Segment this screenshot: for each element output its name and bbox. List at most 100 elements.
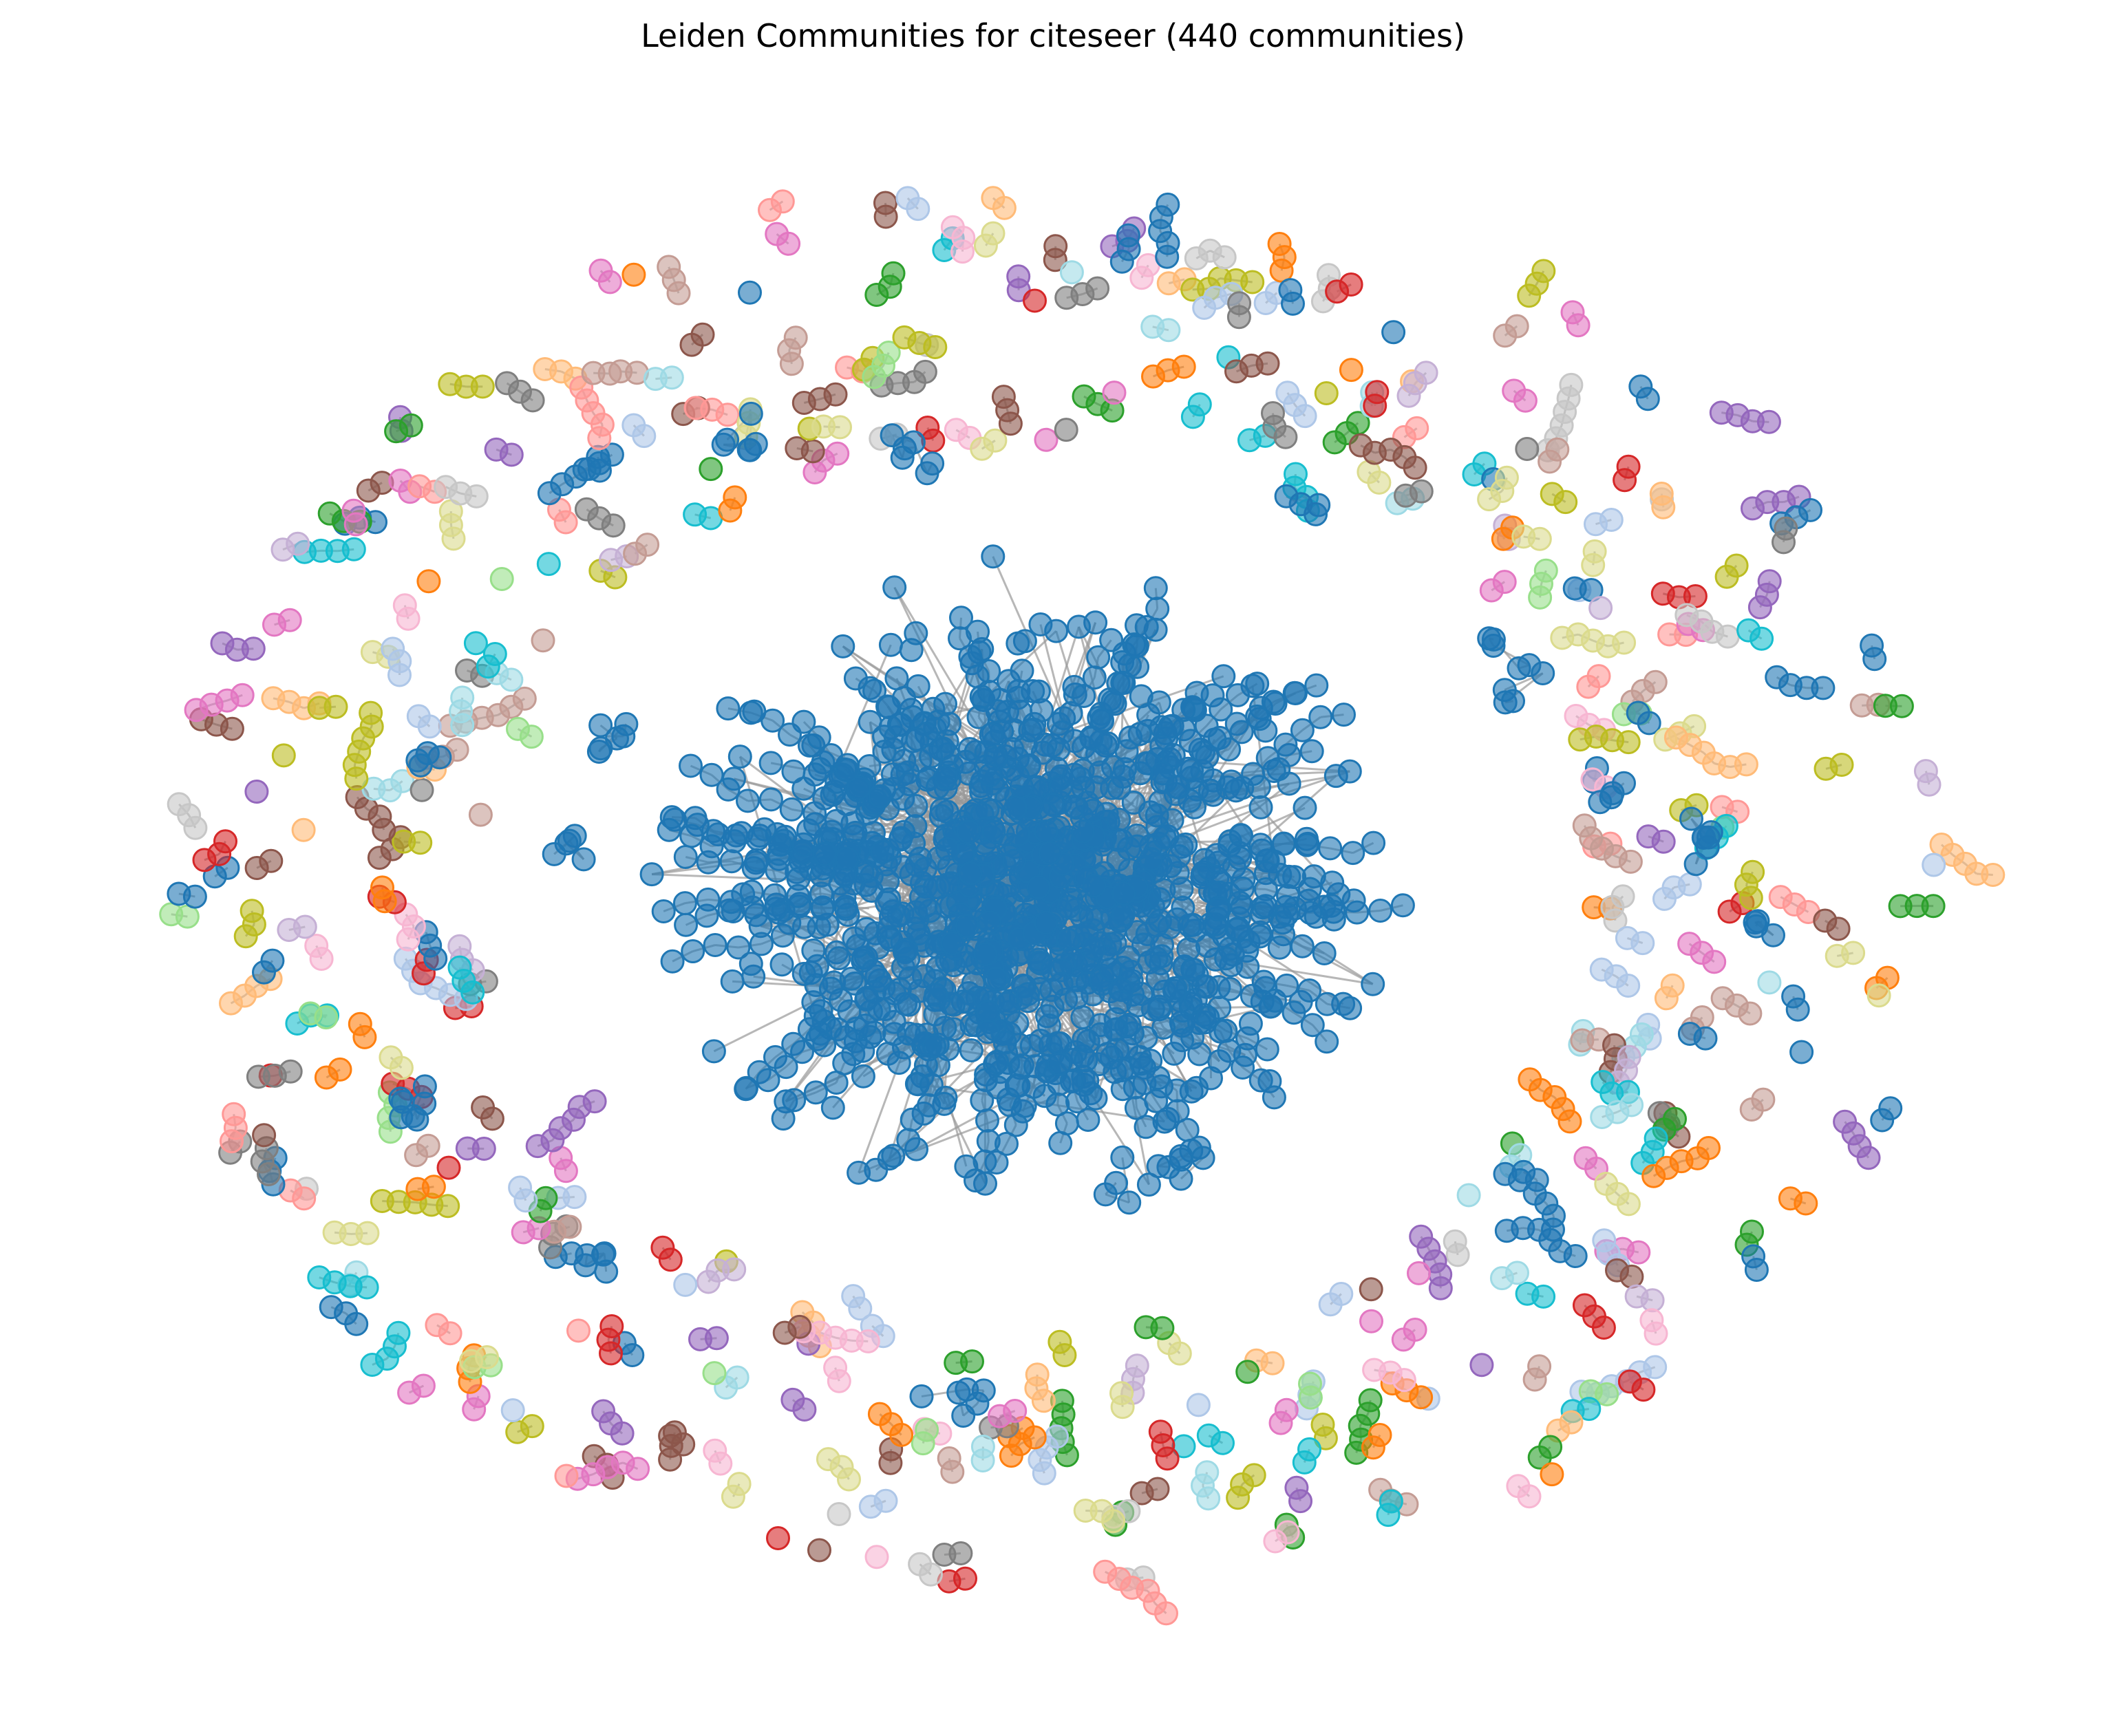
graph-node	[820, 1095, 845, 1120]
graph-node	[1030, 740, 1055, 765]
graph-node	[182, 884, 207, 909]
graph-node	[291, 817, 316, 842]
graph-node	[1619, 1093, 1644, 1117]
graph-node	[973, 1068, 998, 1093]
graph-node	[1650, 581, 1675, 606]
graph-node	[1240, 270, 1265, 294]
graph-node	[219, 991, 243, 1016]
graph-node	[1341, 841, 1365, 866]
graph-node	[1016, 982, 1041, 1007]
graph-node	[933, 692, 957, 716]
graph-node	[905, 727, 930, 752]
graph-node	[587, 426, 612, 451]
graph-node	[1409, 1385, 1434, 1410]
graph-node	[392, 829, 416, 854]
graph-node	[673, 1272, 698, 1297]
graph-node	[1293, 795, 1317, 820]
graph-node	[811, 414, 836, 439]
graph-node	[252, 960, 276, 985]
graph-node	[1151, 878, 1176, 903]
graph-node	[1275, 973, 1299, 998]
graph-node	[1540, 1462, 1564, 1487]
graph-node	[1184, 681, 1209, 705]
graph-node	[1494, 465, 1519, 490]
graph-node	[1274, 1397, 1299, 1422]
graph-node	[1626, 700, 1650, 725]
graph-node	[277, 918, 301, 942]
graph-node	[1114, 1036, 1138, 1060]
graph-node	[1293, 404, 1317, 429]
graph-node	[1117, 1190, 1142, 1215]
graph-node	[1315, 1029, 1339, 1054]
graph-node	[858, 709, 882, 734]
graph-node	[1186, 1393, 1211, 1417]
graph-node	[766, 1526, 790, 1550]
graph-node	[895, 186, 920, 211]
graph-node	[1021, 679, 1045, 703]
graph-node	[1144, 1089, 1169, 1113]
graph-node	[1913, 759, 1938, 784]
graph-node	[758, 787, 783, 812]
graph-node	[1198, 778, 1222, 803]
graph-node	[1339, 358, 1363, 383]
graph-node	[805, 954, 829, 978]
graph-node	[1003, 1399, 1028, 1423]
graph-node	[823, 382, 848, 407]
graph-node	[1691, 826, 1716, 850]
graph-node	[421, 1175, 446, 1199]
graph-node	[348, 1011, 372, 1036]
graph-node	[882, 575, 907, 600]
graph-node	[1756, 409, 1781, 434]
graph-node	[1187, 1042, 1212, 1067]
graph-node	[892, 325, 917, 350]
graph-node	[1006, 631, 1030, 656]
graph-node	[719, 890, 744, 914]
graph-node	[1178, 729, 1203, 753]
graph-node	[935, 872, 960, 897]
graph-node	[520, 1414, 544, 1439]
graph-node	[1082, 873, 1107, 898]
graph-node	[1248, 924, 1273, 949]
graph-node	[1043, 234, 1068, 259]
graph-node	[864, 1157, 889, 1182]
graph-node	[791, 914, 816, 939]
graph-node	[1314, 381, 1339, 405]
graph-node	[412, 1074, 437, 1099]
graph-node	[955, 1377, 979, 1402]
graph-node	[1124, 634, 1149, 658]
graph-node	[723, 485, 747, 510]
graph-node	[791, 832, 816, 857]
graph-node	[1071, 819, 1095, 844]
graph-node	[571, 847, 596, 872]
graph-node	[873, 204, 898, 229]
graph-node	[1150, 1316, 1175, 1340]
graph-node	[771, 1106, 796, 1131]
graph-node	[1245, 672, 1270, 696]
graph-node	[881, 261, 906, 286]
graph-node	[722, 1257, 747, 1282]
graph-node	[423, 946, 448, 971]
graph-node	[970, 436, 994, 461]
graph-node	[950, 239, 975, 264]
graph-node	[1298, 1385, 1323, 1410]
graph-node	[780, 1387, 805, 1412]
graph-node	[699, 762, 724, 787]
graph-node	[1747, 595, 1772, 620]
graph-node	[379, 1045, 403, 1070]
graph-node	[760, 708, 785, 733]
graph-node	[1255, 1037, 1279, 1062]
graph-node	[1297, 978, 1322, 1003]
graph-node	[1644, 1126, 1668, 1151]
graph-node	[1613, 468, 1637, 493]
graph-node	[482, 642, 507, 666]
graph-node	[851, 1064, 875, 1089]
graph-node	[1171, 698, 1196, 722]
graph-node	[774, 1055, 798, 1080]
graph-node	[878, 632, 903, 657]
graph-node	[1054, 286, 1079, 310]
graph-node	[1617, 1044, 1641, 1069]
graph-node	[1093, 1182, 1118, 1207]
graph-node	[1531, 661, 1555, 685]
graph-node	[536, 552, 561, 577]
